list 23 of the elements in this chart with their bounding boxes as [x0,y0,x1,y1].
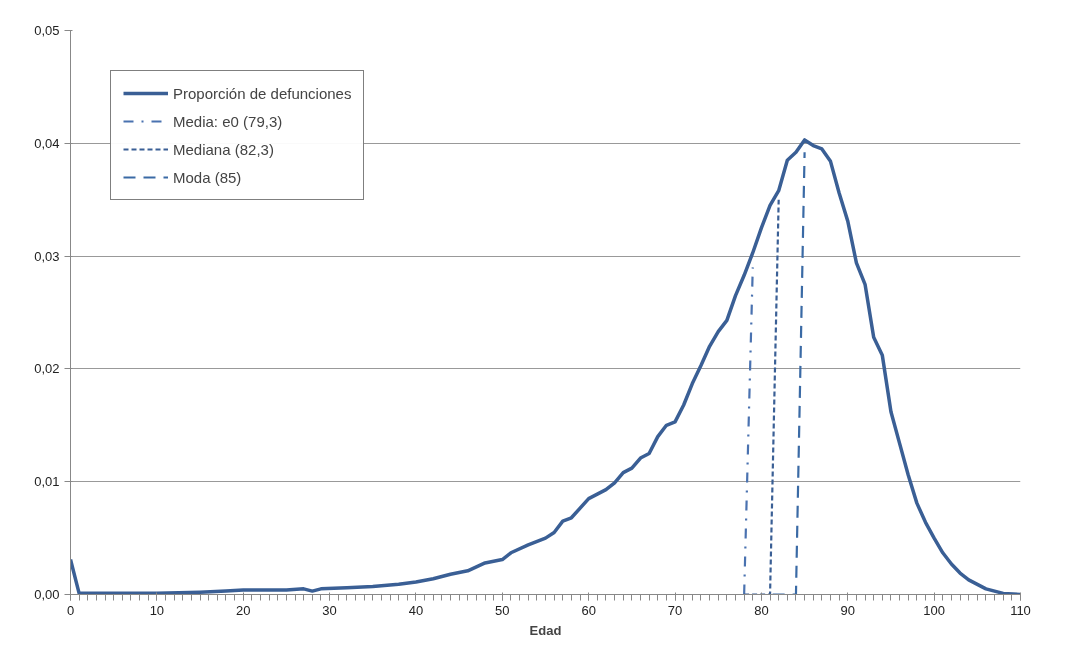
x-tick-label: 50 [495,602,510,618]
x-tick-label: 70 [667,602,683,618]
legend-label: Proporción de defunciones [173,84,352,102]
legend-label: Mediana (82,3) [173,140,274,158]
x-tick-label: 20 [236,602,251,618]
x-tick-label: 60 [581,602,596,618]
y-tick-label: 0,05 [34,23,60,38]
y-tick-label: 0,02 [34,361,60,377]
x-tick-label: 90 [840,602,856,618]
legend-label: Media: e0 (79,3) [173,112,283,130]
x-tick-label: 100 [923,602,945,618]
x-tick-label: 110 [1010,602,1031,618]
y-tick-label: 0,03 [34,248,60,264]
x-tick-label: 80 [754,602,769,618]
x-axis-title: Edad [529,622,562,638]
x-tick-label: 0 [66,602,75,618]
x-tick-label: 10 [149,602,165,618]
x-tick-label: 30 [322,602,337,618]
y-tick-label: 0,00 [34,587,60,602]
y-tick-label: 0,04 [34,135,60,151]
y-tick-label: 0,01 [34,474,60,490]
x-tick-label: 40 [408,602,424,618]
legend-label: Moda (85) [173,168,242,186]
